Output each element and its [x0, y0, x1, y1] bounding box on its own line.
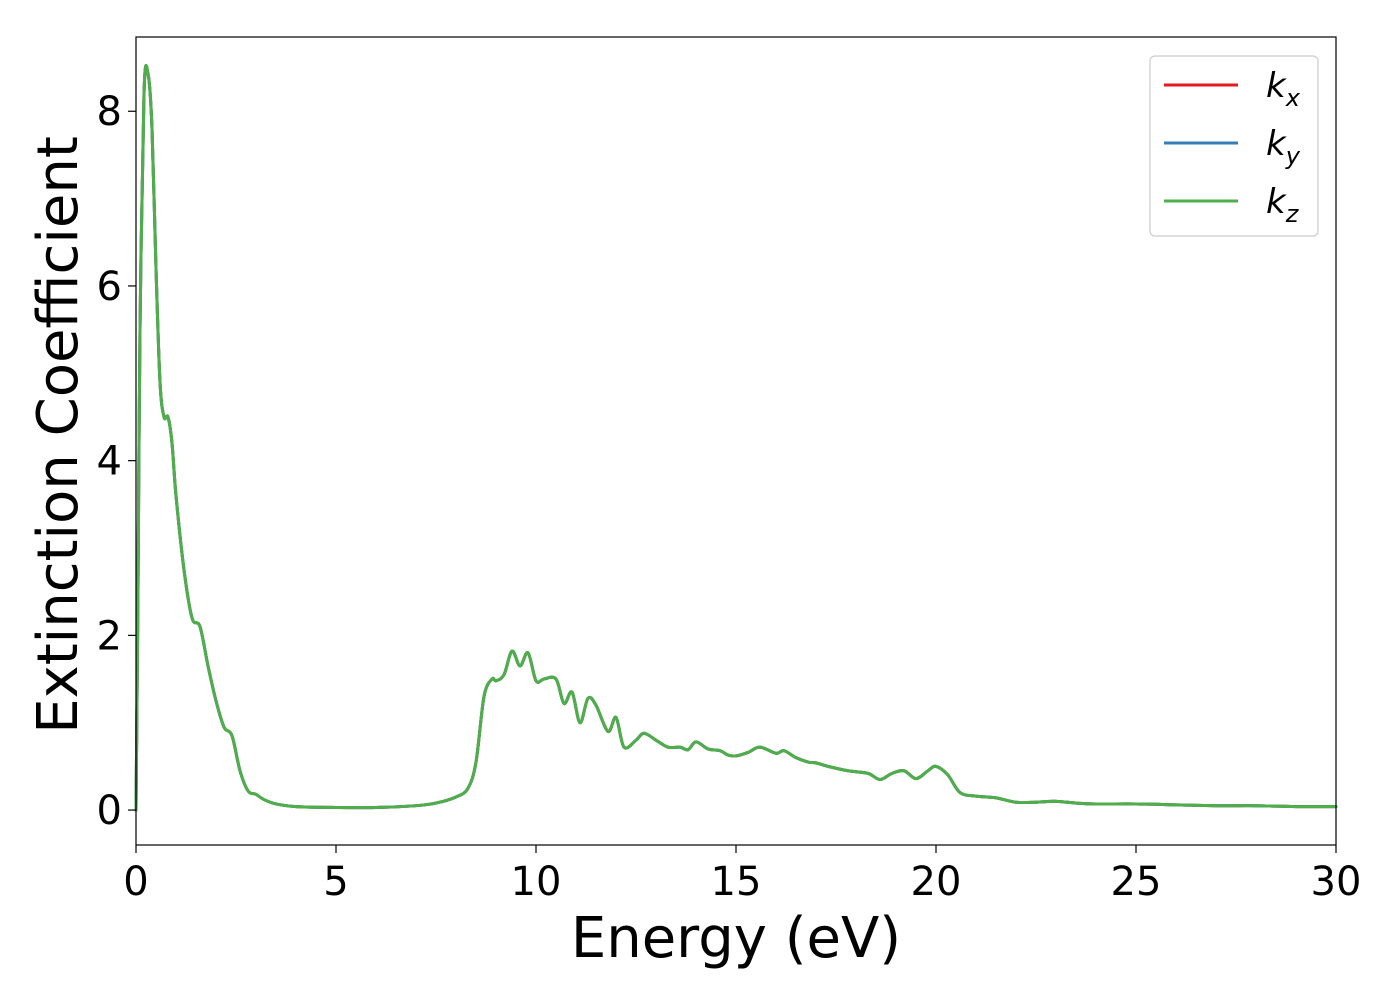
x-tick-label: 0 [123, 859, 148, 905]
legend-label-kx: kx [1266, 66, 1301, 112]
series-layer [134, 64, 1338, 812]
y-tick-label: 4 [97, 439, 122, 485]
x-tick-label: 30 [1311, 859, 1362, 905]
x-tick-label: 20 [911, 859, 962, 905]
y-tick-label: 6 [97, 264, 122, 310]
y-tick-label: 0 [97, 788, 122, 834]
legend-label-subscript: z [1285, 200, 1300, 228]
legend-label-subscript: y [1285, 142, 1301, 170]
y-tick-label: 8 [97, 89, 122, 135]
y-tick-label: 2 [97, 613, 122, 659]
legend-label-base: k [1266, 182, 1287, 222]
x-tick-label: 25 [1111, 859, 1162, 905]
y-axis-title: Extinction Coefficient [26, 136, 91, 734]
x-tick-label: 15 [711, 859, 762, 905]
legend-box [1149, 55, 1319, 237]
series-line-kz [134, 64, 1338, 812]
legend-label-base: k [1266, 66, 1287, 106]
legend-label-base: k [1266, 124, 1287, 164]
y-axis: 0 2 4 6 8 [97, 89, 136, 834]
x-axis: 0 5 10 15 20 25 30 [123, 845, 1361, 905]
legend-label-ky: ky [1266, 124, 1301, 170]
x-tick-label: 5 [323, 859, 348, 905]
x-tick-label: 10 [511, 859, 562, 905]
legend-label-subscript: x [1285, 84, 1301, 112]
x-axis-title: Energy (eV) [571, 906, 901, 971]
legend-label-kz: kz [1266, 182, 1300, 228]
